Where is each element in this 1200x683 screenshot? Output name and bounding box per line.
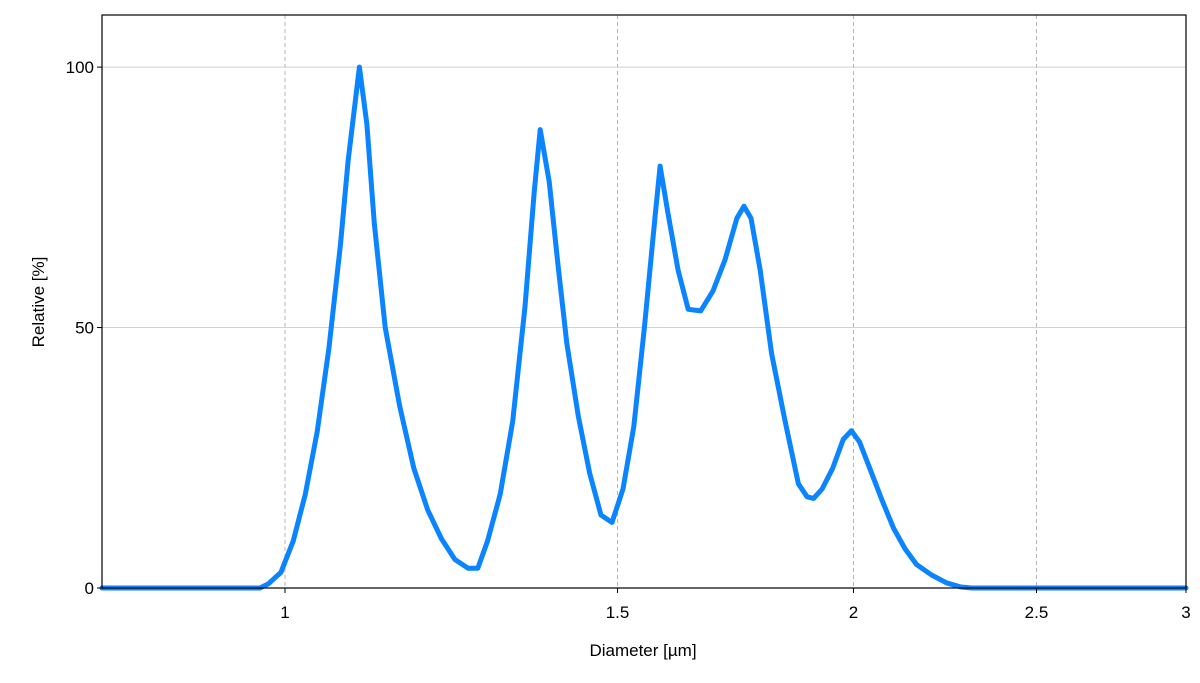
y-axis-ticks: 0 50 100: [66, 58, 102, 598]
x-tick-label: 1: [280, 603, 289, 622]
y-axis-label: Relative [%]: [29, 257, 48, 348]
x-tick-label: 3: [1181, 603, 1190, 622]
grid: [102, 15, 1186, 588]
plot-frame: [101, 14, 1187, 589]
x-axis-label: Diameter [µm]: [589, 641, 696, 660]
y-tick-label: 50: [75, 319, 94, 338]
x-tick-label: 2.5: [1025, 603, 1049, 622]
x-axis-ticks: 1 1.5 2 2.5 3: [280, 588, 1191, 622]
series-layer: [99, 64, 1189, 591]
x-tick-label: 1.5: [606, 603, 630, 622]
y-tick-label: 0: [85, 579, 94, 598]
y-tick-label: 100: [66, 58, 94, 77]
x-tick-label: 2: [849, 603, 858, 622]
series-line-1: [99, 64, 1189, 591]
